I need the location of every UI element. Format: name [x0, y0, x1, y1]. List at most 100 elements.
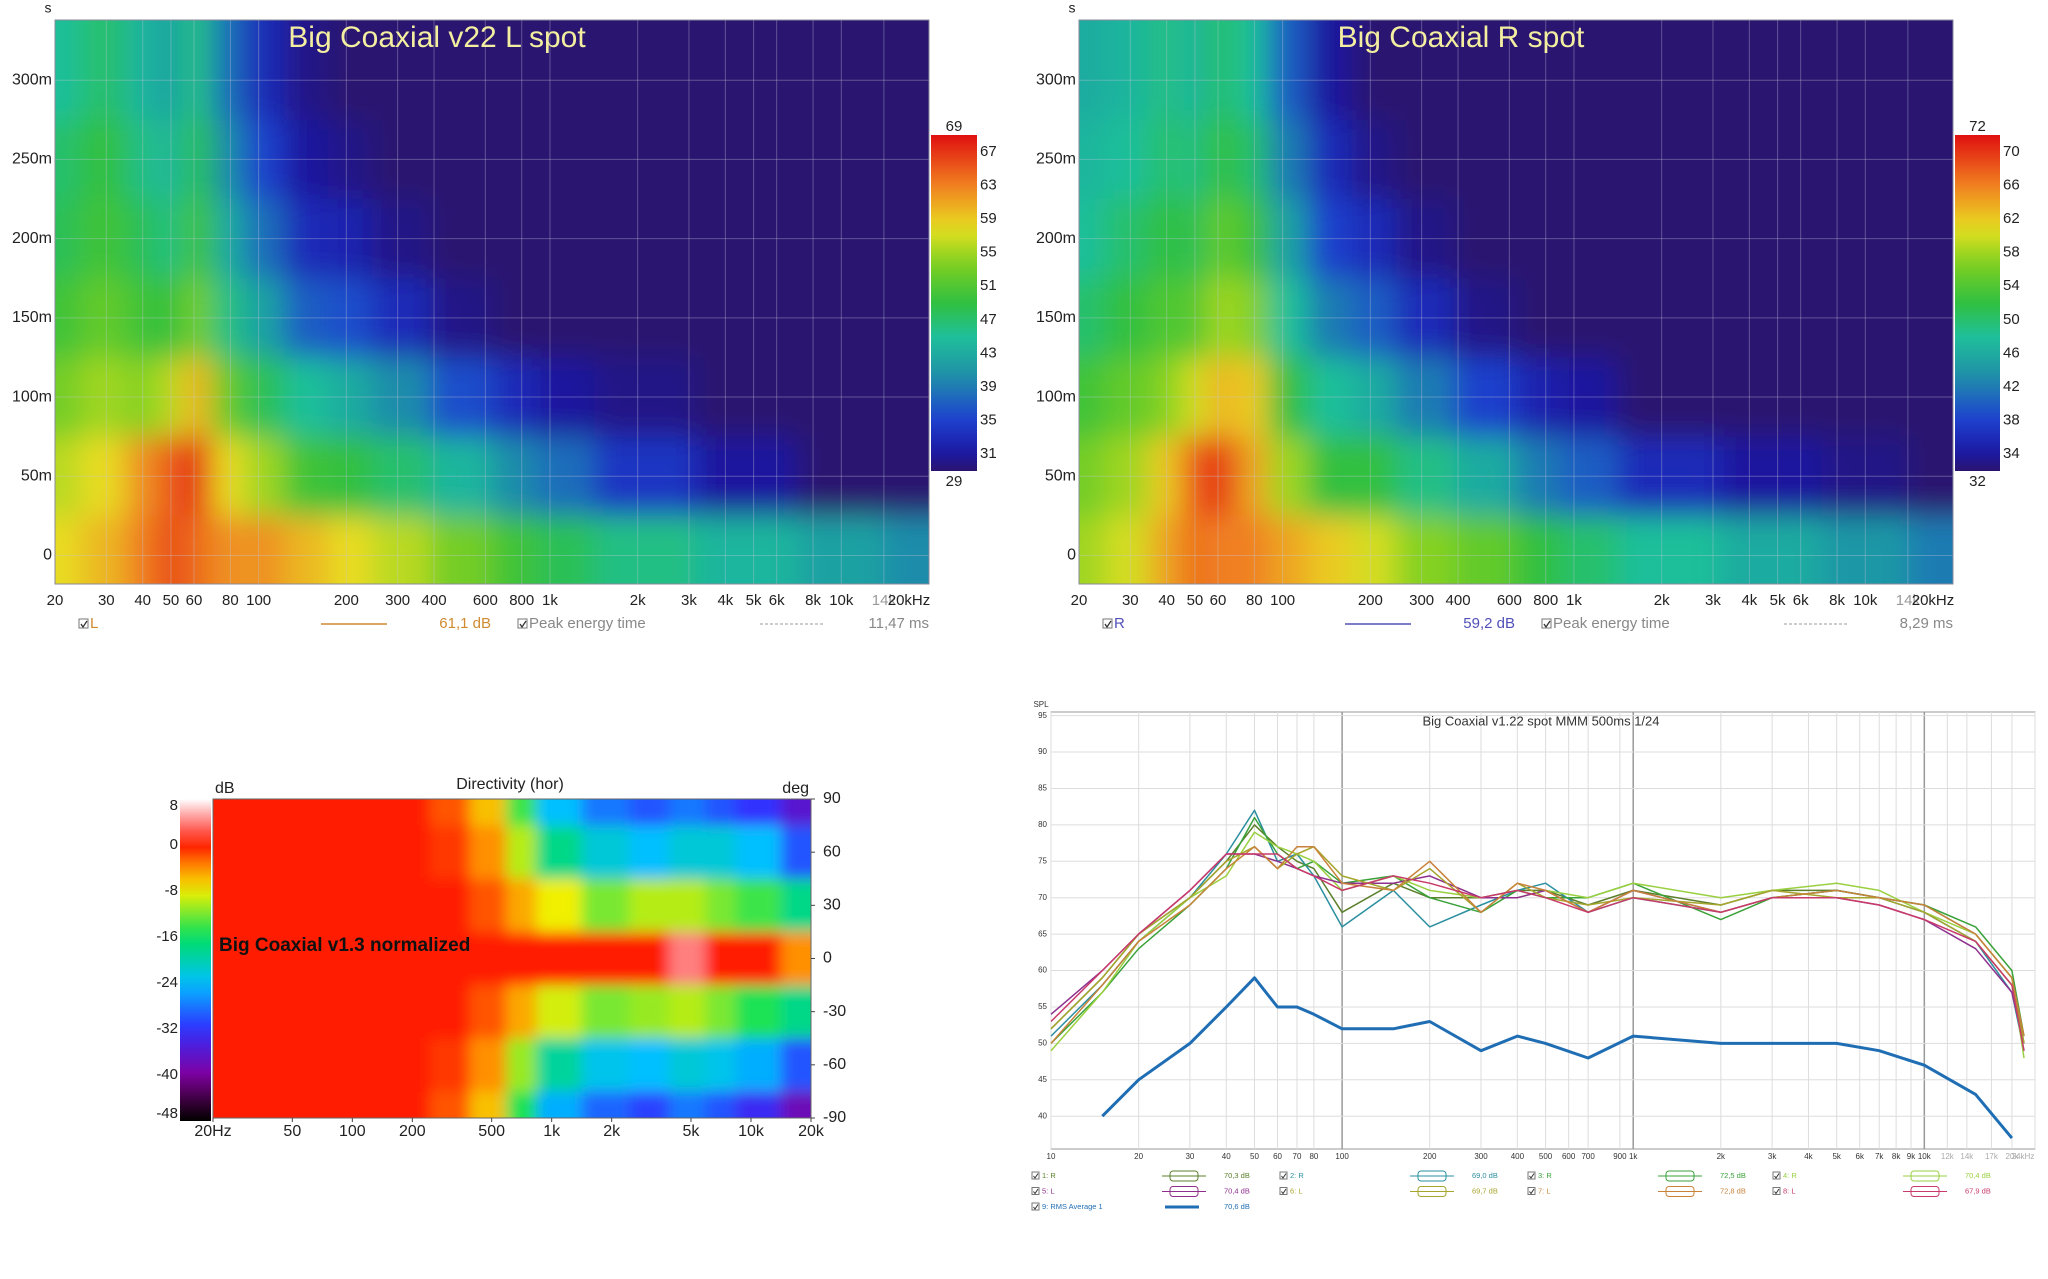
x-tick-label: 3k [1768, 1152, 1777, 1161]
heatmap-cell [156, 119, 183, 200]
checkmark [1281, 1173, 1287, 1179]
heatmap-cell [629, 985, 670, 1039]
heatmap-cell [1148, 515, 1182, 584]
colorbar-tick-label: 39 [980, 378, 997, 395]
heatmap-cell [1516, 436, 1561, 517]
colorbar-label: dB [215, 780, 235, 797]
heatmap-cell [1516, 357, 1561, 438]
checkbox [1772, 1171, 1781, 1180]
heatmap-cell [668, 931, 707, 986]
x-tick-label: 600 [473, 592, 498, 609]
x-tick-label: 100 [246, 592, 271, 609]
x-tick-label: 6k [769, 592, 785, 609]
heatmap-cell [1236, 357, 1270, 438]
heatmap-cell [1352, 278, 1397, 358]
heatmap-cell [1617, 20, 1721, 121]
chart-title: Big Coaxial v1.22 spot MMM 500ms 1/24 [1423, 713, 1660, 728]
heatmap-cell [1395, 515, 1455, 584]
colorbar-tick-label: 35 [980, 412, 997, 429]
heatmap-cell [1180, 357, 1207, 438]
heatmap-cell [536, 1091, 583, 1118]
checkmark [1529, 1173, 1535, 1179]
heatmap-cell [1909, 436, 1953, 517]
x-tick-label: 10k [1918, 1152, 1932, 1161]
heatmap-cell [629, 825, 670, 880]
legend-name: R [1114, 615, 1125, 632]
heatmap-cell [735, 1038, 782, 1092]
colorbar-tick-label: -48 [156, 1105, 178, 1122]
y-tick-label: 200m [1036, 230, 1076, 247]
heatmap-cell [244, 278, 285, 358]
x-tick-label: 50 [1187, 592, 1204, 609]
legend-name: 6: L [1290, 1186, 1303, 1195]
heatmap-cell [55, 357, 82, 438]
heatmap-cell [780, 1038, 811, 1092]
heatmap-cell [244, 20, 285, 121]
heatmap-cell [1206, 436, 1237, 517]
heatmap-cell [322, 825, 383, 880]
heatmap-cell [1821, 436, 1910, 517]
heatmap-cell [1352, 357, 1397, 438]
heatmap-cell [705, 985, 737, 1039]
heatmap-cell [328, 357, 373, 438]
y-tick-label: 50m [1045, 467, 1076, 484]
heatmap-cell [1516, 278, 1561, 358]
colorbar-tick-label: 51 [980, 277, 997, 294]
heatmap-cell [885, 515, 929, 584]
checkbox [1527, 1171, 1536, 1180]
x-tick-label: 8k [1829, 592, 1845, 609]
heatmap-cell [1104, 436, 1150, 517]
heatmap-cell [213, 825, 254, 880]
heatmap-cell [429, 20, 493, 121]
legend-value: 8,29 ms [1900, 615, 1953, 632]
x-tick-label: 4k [1741, 592, 1757, 609]
checkmark [80, 620, 88, 629]
x-tick-label: 5k [1770, 592, 1786, 609]
heatmap-cell [695, 436, 798, 517]
heatmap-cell [797, 436, 886, 517]
heatmap-cell [252, 1038, 323, 1092]
colorbar-tick-label: 59 [980, 210, 997, 227]
heatmap-cell [535, 199, 595, 279]
checkmark [1529, 1188, 1535, 1195]
heatmap-cell [80, 278, 126, 358]
heatmap-cell [1617, 357, 1721, 438]
heatmap-cell [429, 1038, 471, 1092]
heatmap-cell [124, 278, 158, 358]
heatmap-cell [244, 436, 285, 517]
heatmap-cell [629, 931, 670, 986]
colorbar-max: 72 [1969, 118, 1986, 135]
colorbar-tick-label: 63 [980, 176, 997, 193]
y-tick-label: 60 [1038, 966, 1047, 975]
heatmap-cell [695, 119, 798, 200]
heatmap-cell [1104, 515, 1150, 584]
y-tick-label: 300m [12, 71, 52, 88]
heatmap-cell [213, 985, 254, 1039]
heatmap-cell [1352, 119, 1397, 200]
heatmap-cell [429, 878, 471, 933]
heatmap-cell [1909, 199, 1953, 279]
heatmap-cell [1308, 20, 1353, 121]
x-tick-label: 3k [1705, 592, 1721, 609]
colorbar-tick-label: -32 [156, 1020, 178, 1037]
heatmap-cell [1617, 436, 1721, 517]
heatmap-cell [593, 515, 697, 584]
colorbar-tick-label: 58 [2003, 244, 2020, 261]
x-tick-label: 5k [746, 592, 762, 609]
heatmap-cell [429, 1091, 471, 1118]
checkmark [1104, 620, 1112, 629]
heatmap-cell [1180, 515, 1207, 584]
heatmap-cell [492, 199, 537, 279]
heatmap-cell [780, 825, 811, 880]
heatmap-cell [1719, 20, 1822, 121]
heatmap-cell [212, 20, 246, 121]
legend-name: 3: R [1538, 1171, 1552, 1180]
heatmap-cell [1352, 199, 1397, 279]
heatmap-cell [1395, 357, 1455, 438]
heatmap-cell [382, 931, 431, 986]
heatmap-cell [1180, 20, 1207, 121]
heatmap-cell [322, 799, 383, 827]
heatmap-cell [252, 825, 323, 880]
x-tick-label: 10 [1047, 1152, 1056, 1161]
heatmap-cell [382, 799, 431, 827]
